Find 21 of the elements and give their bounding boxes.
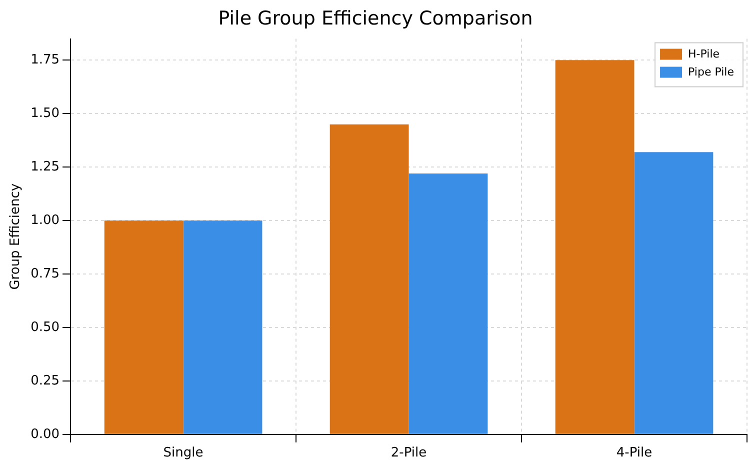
y-tick-label: 0.50 — [30, 320, 60, 335]
x-tick-label: Single — [163, 446, 204, 461]
y-tick-label: 0.75 — [30, 266, 60, 282]
legend-label: H-Pile — [688, 48, 720, 61]
bar — [330, 124, 409, 434]
bar — [634, 152, 714, 434]
y-tick-label: 1.75 — [30, 52, 60, 68]
y-tick-label: 0.00 — [30, 426, 60, 442]
x-tick-label: 2-Pile — [390, 446, 427, 461]
y-tick-label: 0.25 — [30, 373, 60, 388]
chart-title: Pile Group Efficiency Comparison — [218, 7, 533, 30]
bar — [555, 60, 634, 434]
y-tick-label: 1.00 — [30, 212, 60, 228]
bar — [183, 220, 262, 434]
bar — [104, 220, 184, 434]
y-tick-label: 1.50 — [30, 106, 60, 122]
y-axis-title: Group Efficiency — [8, 183, 24, 290]
x-tick-label: 4-Pile — [616, 446, 652, 461]
legend-label: Pipe Pile — [688, 66, 734, 79]
bar — [408, 174, 488, 434]
y-tick-label: 1.25 — [30, 159, 60, 174]
